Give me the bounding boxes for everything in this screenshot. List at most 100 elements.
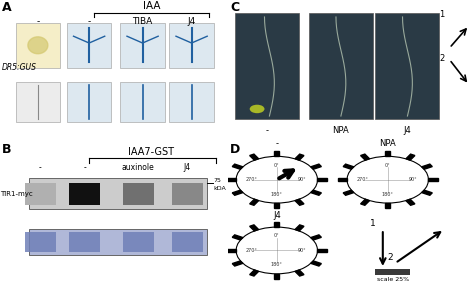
- Polygon shape: [311, 164, 321, 169]
- Text: A: A: [2, 1, 12, 14]
- Polygon shape: [406, 199, 415, 205]
- Polygon shape: [295, 225, 304, 231]
- Text: 90°: 90°: [298, 177, 306, 182]
- Bar: [375, 13, 439, 119]
- Bar: [16, 23, 60, 68]
- Text: IAA7-GST: IAA7-GST: [128, 147, 174, 157]
- Polygon shape: [250, 225, 259, 231]
- Polygon shape: [361, 199, 370, 205]
- Text: 2: 2: [387, 253, 393, 262]
- Polygon shape: [232, 164, 243, 169]
- Text: J4: J4: [187, 17, 196, 26]
- Polygon shape: [343, 190, 354, 195]
- Polygon shape: [274, 151, 279, 156]
- Text: 270°: 270°: [246, 248, 257, 253]
- Text: 1: 1: [370, 219, 376, 228]
- Text: 1: 1: [439, 10, 445, 19]
- Text: 0°: 0°: [385, 163, 391, 168]
- Text: NPA: NPA: [333, 126, 349, 135]
- Polygon shape: [250, 270, 259, 276]
- Polygon shape: [295, 154, 304, 160]
- Text: 270°: 270°: [246, 177, 257, 182]
- Text: DR5:GUS: DR5:GUS: [2, 63, 37, 72]
- Polygon shape: [422, 164, 432, 169]
- Text: 2: 2: [439, 54, 445, 63]
- Polygon shape: [311, 235, 321, 240]
- Polygon shape: [422, 190, 432, 195]
- Bar: [172, 232, 203, 252]
- Bar: [69, 232, 100, 252]
- Polygon shape: [318, 249, 327, 252]
- Polygon shape: [274, 274, 279, 279]
- Bar: [122, 183, 154, 205]
- Text: D: D: [230, 143, 240, 156]
- Polygon shape: [274, 203, 279, 208]
- Text: J4: J4: [183, 163, 191, 172]
- Bar: [169, 23, 214, 68]
- Text: 0°: 0°: [274, 233, 280, 239]
- Polygon shape: [311, 261, 321, 266]
- Polygon shape: [28, 37, 48, 54]
- Polygon shape: [337, 178, 347, 181]
- Bar: [235, 13, 299, 119]
- Circle shape: [250, 105, 264, 113]
- Text: NPA: NPA: [379, 139, 396, 148]
- Text: TIR1-myc: TIR1-myc: [0, 191, 33, 197]
- Text: 180°: 180°: [271, 192, 283, 197]
- Bar: [120, 23, 165, 68]
- Bar: [122, 232, 154, 252]
- Text: IAA: IAA: [143, 1, 160, 11]
- Text: C: C: [230, 1, 239, 14]
- Polygon shape: [295, 199, 304, 205]
- Polygon shape: [311, 190, 321, 195]
- Polygon shape: [361, 154, 370, 160]
- Bar: [16, 82, 60, 122]
- Text: scale 25%: scale 25%: [377, 276, 409, 282]
- Polygon shape: [385, 203, 390, 208]
- Text: kDA: kDA: [214, 186, 227, 191]
- Text: -: -: [275, 139, 278, 148]
- Bar: [29, 229, 207, 255]
- Text: 180°: 180°: [271, 262, 283, 267]
- Polygon shape: [227, 249, 236, 252]
- Polygon shape: [343, 164, 354, 169]
- Text: 180°: 180°: [382, 192, 394, 197]
- Text: 90°: 90°: [298, 248, 306, 253]
- Polygon shape: [227, 178, 236, 181]
- Polygon shape: [232, 235, 243, 240]
- Bar: [120, 82, 165, 122]
- Polygon shape: [232, 261, 243, 266]
- Polygon shape: [428, 178, 438, 181]
- Text: -: -: [83, 163, 86, 172]
- Polygon shape: [295, 270, 304, 276]
- Text: -: -: [88, 17, 91, 26]
- Polygon shape: [385, 151, 390, 156]
- Polygon shape: [250, 154, 259, 160]
- Text: 0°: 0°: [274, 163, 280, 168]
- Polygon shape: [232, 190, 243, 195]
- Bar: [172, 183, 203, 205]
- Text: 75: 75: [214, 178, 222, 183]
- Polygon shape: [274, 222, 279, 227]
- Bar: [69, 183, 100, 205]
- Bar: [309, 13, 373, 119]
- Text: -: -: [265, 126, 268, 135]
- Text: J4: J4: [273, 211, 281, 220]
- Text: B: B: [2, 143, 12, 156]
- Bar: [25, 183, 56, 205]
- Bar: [29, 178, 207, 209]
- Bar: [169, 82, 214, 122]
- Polygon shape: [318, 178, 327, 181]
- Bar: [25, 232, 56, 252]
- Text: -: -: [39, 163, 42, 172]
- Bar: [375, 269, 410, 275]
- Text: 90°: 90°: [409, 177, 417, 182]
- Text: auxinole: auxinole: [122, 163, 155, 172]
- Polygon shape: [250, 199, 259, 205]
- Text: 270°: 270°: [356, 177, 368, 182]
- Bar: [67, 23, 111, 68]
- Text: J4: J4: [403, 126, 411, 135]
- Text: TIBA: TIBA: [132, 17, 153, 26]
- Text: -: -: [36, 17, 39, 26]
- Bar: [67, 82, 111, 122]
